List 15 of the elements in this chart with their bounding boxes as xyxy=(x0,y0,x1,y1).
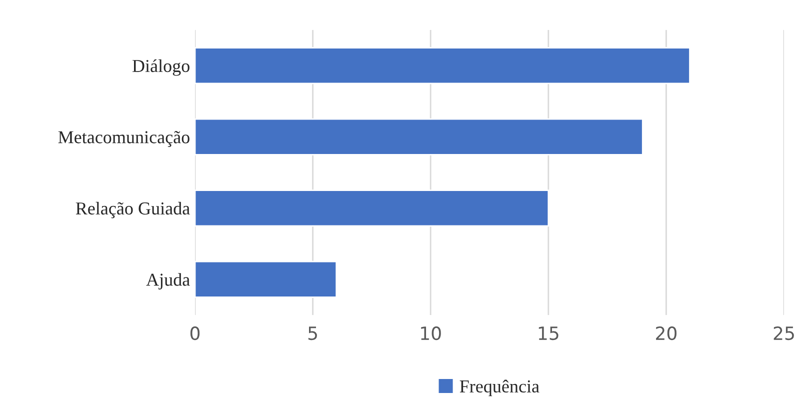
bar xyxy=(195,190,550,227)
bar xyxy=(195,260,338,298)
x-tick-label: 10 xyxy=(421,326,441,340)
x-tick-label: 15 xyxy=(538,326,558,340)
x-tick-label: 5 xyxy=(308,326,317,340)
y-tick-label: Metacomunicação xyxy=(58,130,190,147)
bar xyxy=(195,118,644,156)
x-tick-label: 20 xyxy=(656,326,676,340)
bar xyxy=(195,47,690,84)
legend-label: Frequência xyxy=(460,380,540,396)
x-tick-label: 25 xyxy=(774,326,794,340)
y-tick-label: Relação Guiada xyxy=(76,202,190,218)
y-tick-label: Ajuda xyxy=(146,273,190,290)
y-tick-label: Diálogo xyxy=(132,59,190,76)
x-tick-label: 0 xyxy=(190,326,200,340)
